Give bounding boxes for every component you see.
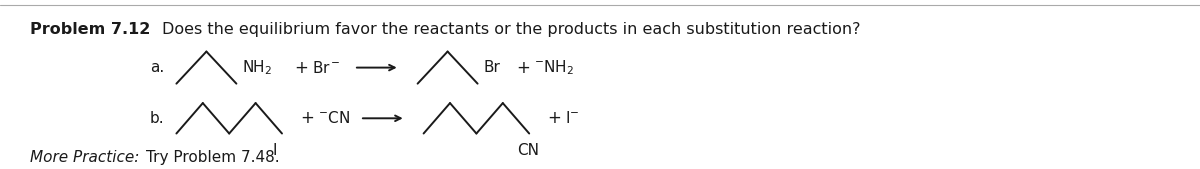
Text: I$^{-}$: I$^{-}$ bbox=[565, 110, 580, 126]
Text: NH$_2$: NH$_2$ bbox=[242, 58, 272, 77]
Text: Try Problem 7.48.: Try Problem 7.48. bbox=[146, 150, 280, 165]
Text: +: + bbox=[547, 109, 562, 127]
Text: CN: CN bbox=[517, 143, 539, 158]
Text: a.: a. bbox=[150, 60, 164, 75]
Text: Does the equilibrium favor the reactants or the products in each substitution re: Does the equilibrium favor the reactants… bbox=[162, 22, 860, 37]
Text: Br$^-$: Br$^-$ bbox=[312, 60, 341, 76]
Text: I: I bbox=[272, 143, 277, 158]
Text: +: + bbox=[294, 59, 308, 77]
Text: $^{-}$CN: $^{-}$CN bbox=[318, 110, 350, 126]
Text: Br: Br bbox=[484, 60, 500, 75]
Text: +: + bbox=[516, 59, 530, 77]
Text: Problem 7.12: Problem 7.12 bbox=[30, 22, 150, 37]
Text: b.: b. bbox=[150, 111, 164, 126]
Text: $^{-}$NH$_2$: $^{-}$NH$_2$ bbox=[534, 58, 574, 77]
Text: More Practice:: More Practice: bbox=[30, 150, 139, 165]
Text: +: + bbox=[300, 109, 314, 127]
